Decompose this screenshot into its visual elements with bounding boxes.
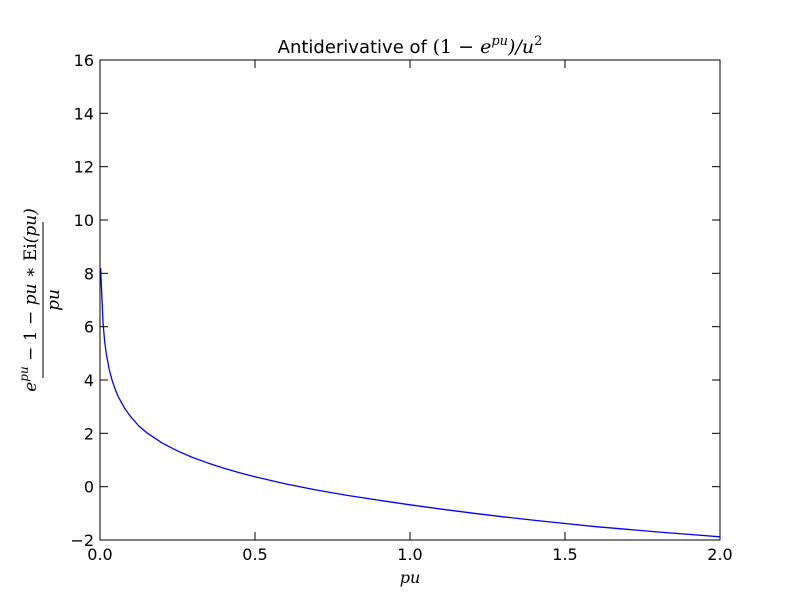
y-tick-label: 6: [84, 318, 94, 337]
y-tick-label: 10: [74, 211, 94, 230]
y-axis-label: epu − 1 − pu ∗ Ei(pu) pu: [17, 208, 64, 392]
chart-title-pu: pu: [491, 34, 508, 49]
tick-layer: −2 0 2 4 6 8 10 12 14 16 0.0 0.5 1.0 1.5 2.0: [70, 51, 732, 564]
plot-area: [100, 60, 720, 540]
y-label-minus-one: − 1 −: [21, 305, 41, 366]
x-tick-label: 1.5: [552, 545, 577, 564]
chart-title-squared: 2: [534, 34, 542, 49]
y-tick-label: −2: [70, 531, 94, 550]
y-tick-label: 4: [84, 371, 94, 390]
y-label-times: ∗: [21, 261, 41, 283]
y-axis-label-numerator: epu − 1 − pu ∗ Ei(pu): [17, 208, 41, 392]
y-label-arg: (pu): [21, 208, 41, 243]
x-tick-label: 0.5: [242, 545, 267, 564]
series-layer: [99, 267, 721, 538]
chart-title-close-u: )/u: [507, 36, 534, 58]
y-label-pu-sup: pu: [17, 366, 31, 381]
chart-title-paren: (1 −: [433, 36, 481, 58]
chart-title: Antiderivative of (1 − epu)/u2: [278, 34, 543, 58]
y-label-ei: Ei: [21, 243, 41, 261]
x-tick-label: 1.0: [397, 545, 422, 564]
y-label-e: e: [21, 382, 41, 392]
series-line: [99, 267, 721, 538]
y-tick-label: 0: [84, 478, 94, 497]
chart-title-prefix: Antiderivative of: [278, 37, 433, 58]
y-tick-label: 2: [84, 424, 94, 443]
y-label-pu: pu: [21, 284, 41, 306]
y-tick-label: 12: [74, 158, 94, 177]
x-tick-label: 2.0: [707, 545, 732, 564]
y-tick-label: 16: [74, 51, 94, 70]
y-axis-label-denominator: pu: [44, 289, 64, 311]
axes-frame: [99, 59, 721, 541]
x-axis-label: pu: [400, 568, 421, 587]
chart-title-e: e: [480, 36, 491, 58]
y-tick-label: 14: [74, 104, 94, 123]
x-tick-label: 0.0: [87, 545, 112, 564]
y-tick-label: 8: [84, 264, 94, 283]
